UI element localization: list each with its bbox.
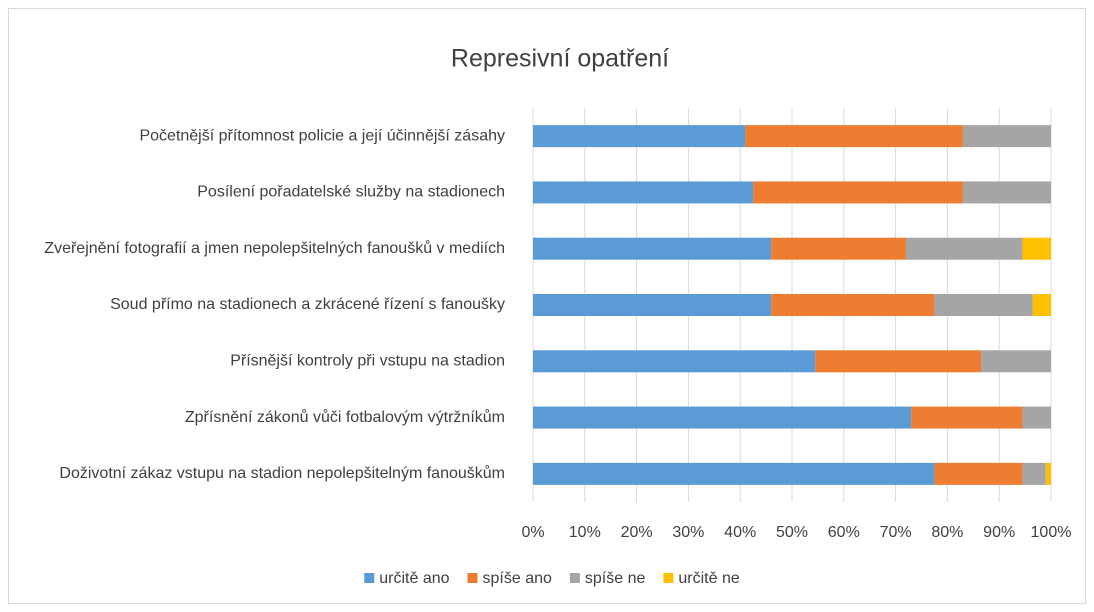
legend-swatch	[364, 573, 375, 583]
bar-segment	[533, 237, 772, 260]
bar-segment	[1022, 237, 1051, 260]
bar-segment	[981, 350, 1051, 373]
bar-segment	[1022, 406, 1051, 429]
y-tick-label: Zpřísnění zákonů vůči fotbalovým výtržní…	[185, 408, 505, 426]
bar-segment	[533, 406, 912, 429]
x-tick-label: 60%	[828, 524, 860, 541]
x-tick-label: 10%	[569, 524, 601, 541]
bar-segment	[1022, 462, 1046, 485]
legend-swatch	[467, 573, 478, 583]
x-tick-label: 50%	[776, 524, 808, 541]
x-tick-label: 0%	[521, 524, 544, 541]
legend-swatch	[569, 573, 580, 583]
bar-segment	[771, 237, 906, 260]
y-tick-label: Doživotní zákaz vstupu na stadion nepole…	[59, 464, 505, 482]
bar-segment	[962, 125, 1051, 148]
y-tick-label: Početnější přítomnost policie a její úči…	[139, 127, 505, 144]
x-tick-label: 40%	[724, 524, 756, 541]
bar-segment	[533, 125, 746, 148]
bar-segment	[905, 237, 1023, 260]
legend-swatch	[663, 573, 674, 583]
y-tick-label: Soud přímo na stadionech a zkrácené říze…	[110, 296, 505, 313]
bar-segment	[533, 294, 772, 316]
bar-segment	[745, 125, 963, 148]
bar-segment	[1032, 294, 1051, 316]
bar-segment	[1045, 462, 1051, 485]
legend-label: spíše ne	[585, 570, 646, 587]
bar-segment	[934, 294, 1033, 316]
bar-segment	[911, 406, 1023, 429]
x-tick-label: 100%	[1031, 524, 1072, 541]
x-tick-label: 90%	[983, 524, 1015, 541]
legend-label: spíše ano	[483, 570, 552, 587]
bar-segment	[533, 350, 816, 373]
bar-segment	[934, 462, 1023, 485]
legend-label: určitě ne	[678, 570, 739, 587]
legend: určitě ano spíše ano spíše ne určitě ne	[364, 570, 740, 587]
bar-segment	[771, 294, 935, 316]
chart-title: Represivní opatření	[451, 45, 669, 73]
bar-segment	[753, 181, 963, 204]
bar-segment	[962, 181, 1051, 204]
x-tick-label: 30%	[672, 524, 704, 541]
x-tick-label: 80%	[931, 524, 963, 541]
bar-segment	[815, 350, 982, 373]
bar-segment	[533, 181, 754, 204]
x-tick-label: 20%	[621, 524, 653, 541]
y-tick-label: Přísnější kontroly při vstupu na stadion	[230, 353, 505, 370]
x-tick-label: 70%	[880, 524, 912, 541]
y-tick-label: Zveřejnění fotografií a jmen nepolepšite…	[44, 239, 505, 257]
y-tick-label: Posílení pořadatelské služby na stadione…	[197, 184, 505, 201]
legend-label: určitě ano	[379, 570, 449, 587]
bar-segment	[533, 462, 935, 485]
